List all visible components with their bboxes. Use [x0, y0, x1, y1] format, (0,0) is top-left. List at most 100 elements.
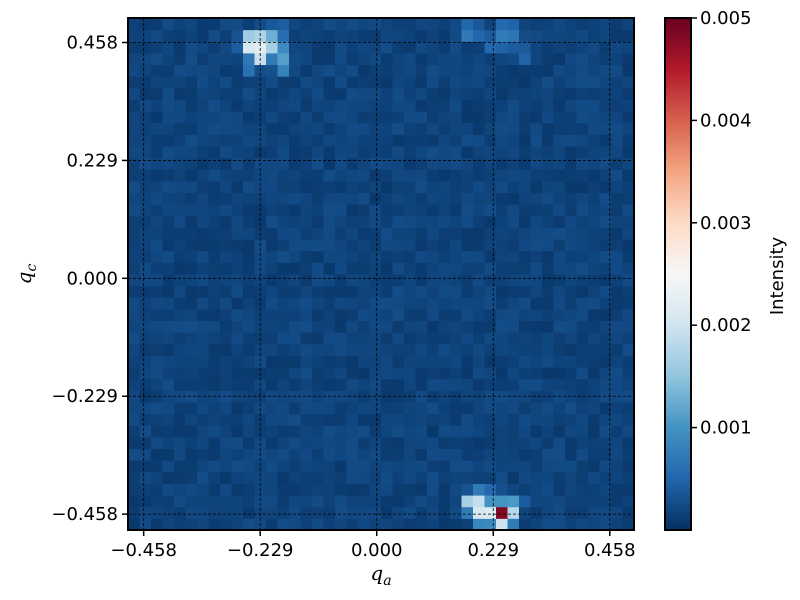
heatmap-cell: [530, 343, 543, 356]
heatmap-cell: [266, 122, 278, 135]
heatmap-cell: [289, 355, 301, 368]
heatmap-cell: [427, 250, 439, 263]
heatmap-cell: [611, 64, 623, 77]
heatmap-cell: [576, 274, 589, 287]
heatmap-cell: [588, 52, 600, 66]
heatmap-cell: [611, 367, 623, 380]
heatmap-cell: [208, 146, 221, 159]
heatmap-cell: [438, 506, 451, 519]
heatmap-cell: [392, 285, 405, 298]
heatmap-cell: [346, 285, 359, 298]
heatmap-cell: [576, 483, 589, 496]
heatmap-cell: [335, 52, 347, 66]
heatmap-cell: [599, 413, 612, 426]
heatmap-cell: [530, 52, 543, 66]
heatmap-cell: [300, 52, 313, 66]
heatmap-cell: [427, 402, 439, 415]
heatmap-cell: [392, 76, 405, 89]
heatmap-cell: [243, 483, 255, 496]
heatmap-cell: [208, 308, 221, 322]
heatmap-cell: [565, 367, 577, 380]
heatmap-cell: [197, 215, 209, 228]
heatmap-cell: [473, 64, 485, 77]
heatmap-cell: [300, 332, 313, 345]
heatmap-cell: [128, 297, 140, 310]
heatmap-cell: [335, 402, 347, 415]
heatmap-cell: [358, 425, 370, 438]
heatmap-cell: [599, 483, 612, 496]
heatmap-cell: [208, 518, 221, 530]
heatmap-cell: [312, 87, 324, 100]
heatmap-cell: [484, 332, 497, 345]
heatmap-cell: [611, 204, 623, 217]
heatmap-cell: [220, 367, 232, 380]
heatmap-cell: [427, 506, 439, 519]
heatmap-cell: [381, 180, 393, 194]
heatmap-cell: [496, 332, 508, 345]
heatmap-cell: [312, 402, 324, 415]
heatmap-cell: [415, 52, 428, 66]
heatmap-cell: [622, 204, 634, 217]
heatmap-cell: [427, 518, 439, 530]
heatmap-cell: [611, 134, 623, 147]
heatmap-cell: [243, 18, 255, 31]
heatmap-cell: [220, 111, 232, 124]
heatmap-cell: [162, 111, 175, 124]
heatmap-cell: [392, 180, 405, 194]
heatmap-cell: [335, 378, 347, 391]
heatmap-cell: [588, 355, 600, 368]
heatmap-cell: [588, 99, 600, 112]
heatmap-cell: [208, 506, 221, 519]
heatmap-cell: [231, 285, 244, 298]
heatmap-cell: [185, 425, 198, 438]
heatmap-cell: [415, 169, 428, 182]
heatmap-cell: [254, 471, 267, 484]
heatmap-cell: [289, 99, 301, 112]
heatmap-cell: [323, 262, 336, 275]
heatmap-cell: [611, 378, 623, 391]
heatmap-cell: [289, 471, 301, 484]
heatmap-cell: [151, 204, 163, 217]
heatmap-cell: [300, 378, 313, 391]
heatmap-cell: [576, 413, 589, 426]
heatmap-cell: [162, 402, 175, 415]
heatmap-cell: [174, 99, 186, 112]
heatmap-cell: [185, 239, 198, 252]
heatmap-cell: [346, 180, 359, 194]
heatmap-cell: [335, 460, 347, 473]
heatmap-cell: [277, 227, 290, 240]
heatmap-cell: [300, 367, 313, 380]
heatmap-cell: [611, 506, 623, 519]
heatmap-cell: [277, 355, 290, 368]
heatmap-cell: [243, 41, 255, 54]
heatmap-cell: [185, 29, 198, 42]
heatmap-cell: [530, 134, 543, 147]
heatmap-cell: [335, 518, 347, 530]
heatmap-cell: [542, 250, 554, 263]
heatmap-cell: [151, 460, 163, 473]
heatmap-cell: [507, 448, 520, 461]
heatmap-cell: [323, 518, 336, 530]
heatmap-cell: [208, 18, 221, 31]
heatmap-cell: [139, 18, 152, 31]
heatmap-cell: [369, 355, 382, 368]
heatmap-cell: [450, 41, 462, 54]
heatmap-cell: [231, 227, 244, 240]
heatmap-cell: [289, 250, 301, 263]
heatmap-cell: [162, 157, 175, 170]
heatmap-cell: [266, 52, 278, 66]
heatmap-cell: [231, 436, 244, 450]
heatmap-cell: [438, 425, 451, 438]
heatmap-cell: [473, 52, 485, 66]
heatmap-cell: [622, 122, 634, 135]
heatmap-cell: [565, 192, 577, 205]
heatmap-cell: [243, 215, 255, 228]
heatmap-cell: [185, 367, 198, 380]
heatmap-cell: [415, 460, 428, 473]
heatmap-cell: [588, 41, 600, 54]
heatmap-cell: [415, 274, 428, 287]
heatmap-cell: [312, 18, 324, 31]
heatmap-cell: [220, 413, 232, 426]
heatmap-cell: [185, 460, 198, 473]
